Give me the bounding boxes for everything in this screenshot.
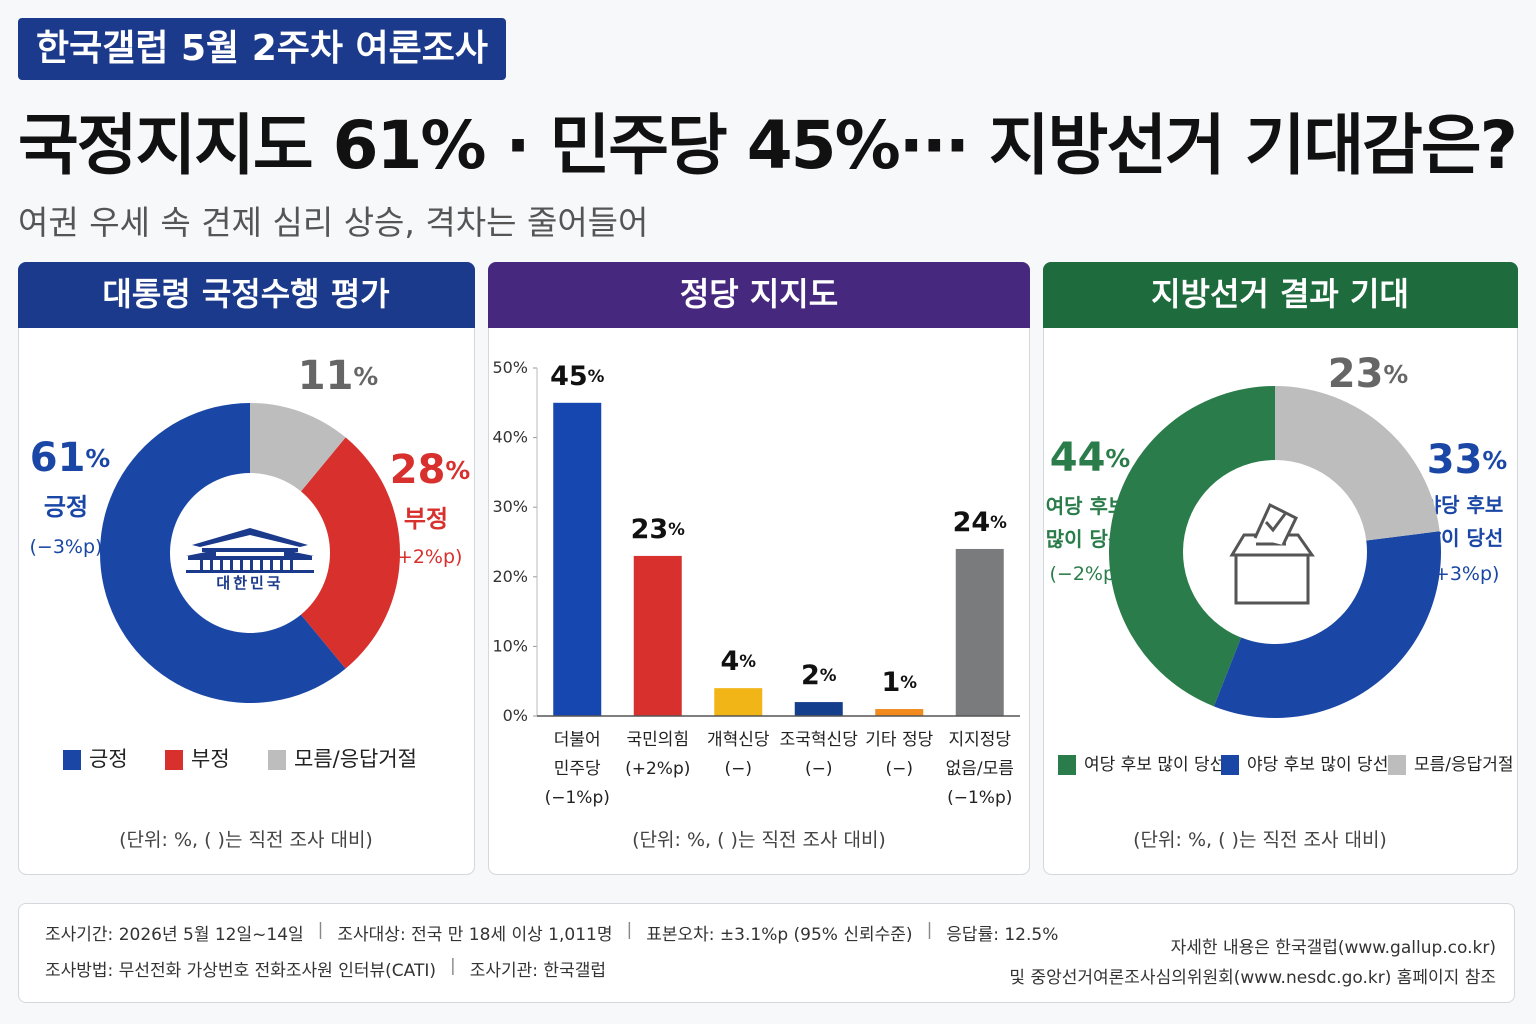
panel-title: 대통령 국정수행 평가 <box>102 275 389 313</box>
footer-source: 및 중앙선거여론조사심의위원회(www.nesdc.go.kr) 홈페이지 참조 <box>1009 968 1496 988</box>
legend-swatch <box>1388 755 1406 775</box>
bar <box>633 555 682 716</box>
y-tick-label: 20% <box>492 566 528 585</box>
emblem-label: 대한민국 <box>216 574 283 592</box>
change-label: (+3%p) <box>1427 563 1500 585</box>
footer-item: 조사방법: 무선전화 가상번호 전화조사원 인터뷰(CATI) <box>45 961 436 981</box>
y-tick-label: 40% <box>492 427 528 446</box>
emblem <box>186 528 314 573</box>
footer-item: 표본오차: ±3.1%p (95% 신뢰수준) <box>646 925 913 945</box>
change-label: (−1%p) <box>545 788 610 808</box>
bar <box>955 548 1004 716</box>
change-label: (−3%p) <box>30 536 103 558</box>
y-tick-label: 50% <box>492 358 528 377</box>
panel-header <box>18 262 475 328</box>
legend-label: 긍정 <box>89 747 128 771</box>
x-tick-label: 조국혁신당 <box>780 730 859 750</box>
panel <box>18 262 475 875</box>
panel-title: 정당 지지도 <box>680 275 838 313</box>
legend-label: 여당 후보 많이 당선 <box>1084 755 1225 775</box>
slice-label: 긍정 <box>44 493 88 521</box>
value-label: 24% <box>953 506 1008 537</box>
value-label: 4% <box>720 646 756 677</box>
value-label: 1% <box>881 667 917 698</box>
legend-swatch <box>63 750 81 770</box>
change-label: (−) <box>805 759 833 779</box>
value-label: 44% <box>1050 435 1131 481</box>
panel-header <box>488 262 1030 328</box>
slice-label: 부정 <box>404 505 448 533</box>
legend-swatch <box>165 750 183 770</box>
footer-item: 조사기관: 한국갤럽 <box>469 961 606 981</box>
value-label: 33% <box>1427 437 1508 483</box>
donut-slice <box>1109 386 1275 707</box>
footer-item: 조사대상: 전국 만 18세 이상 1,011명 <box>337 925 613 945</box>
value-label: 61% <box>30 435 111 481</box>
unit-note: (단위: %, ( )는 직전 조사 대비) <box>632 829 886 851</box>
footer-source: 자세한 내용은 한국갤럽(www.gallup.co.kr) <box>1170 938 1496 958</box>
x-tick-label: 개혁신당 <box>707 730 770 750</box>
change-label: (+2%p) <box>625 759 690 779</box>
donut-slice <box>100 403 346 703</box>
panel-title: 지방선거 결과 기대 <box>1151 275 1409 313</box>
legend-swatch <box>268 750 286 770</box>
change-label: (−2%p) <box>1050 563 1123 585</box>
donut-slice <box>250 403 346 492</box>
bar <box>714 688 763 716</box>
bar <box>875 709 924 716</box>
unit-note: (단위: %, ( )는 직전 조사 대비) <box>119 829 373 851</box>
change-label: (−) <box>724 759 752 779</box>
footer-item: 응답률: 12.5% <box>946 925 1059 945</box>
footer: 조사기간: 2026년 5월 12일~14일 | 조사대상: 전국 만 18세 이… <box>18 903 1515 1003</box>
subtitle: 여권 우세 속 견제 심리 상승, 격차는 줄어들어 <box>18 203 649 242</box>
x-tick-label: 국민의힘 <box>626 730 689 750</box>
ballot-icon <box>1229 502 1315 605</box>
y-tick-label: 30% <box>492 497 528 516</box>
unit-note: (단위: %, ( )는 직전 조사 대비) <box>1133 829 1387 851</box>
value-label: 11% <box>298 353 379 399</box>
header-badge: 한국갤럽 5월 2주차 여론조사 <box>18 18 507 80</box>
headline: 국정지지도 61% · 민주당 45%··· 지방선거 기대감은? <box>18 107 1518 184</box>
value-label: 2% <box>801 660 837 691</box>
x-tick-label: 지지정당 없음/모름 <box>946 730 1014 779</box>
donut-slice <box>300 437 400 669</box>
footer-row: 조사방법: 무선전화 가상번호 전화조사원 인터뷰(CATI) | 조사기관: 한… <box>45 956 606 981</box>
legend-label: 야당 후보 많이 당선 <box>1247 755 1388 775</box>
change-label: (−1%p) <box>947 788 1012 808</box>
x-tick-label: 더불어 민주당 <box>554 730 601 779</box>
footer-row: 조사기간: 2026년 5월 12일~14일 | 조사대상: 전국 만 18세 이… <box>45 920 1059 945</box>
value-label: 23% <box>631 513 686 544</box>
legend-label: 모름/응답거절 <box>294 747 417 771</box>
legend-swatch <box>1221 755 1239 775</box>
donut-slice <box>1275 386 1440 541</box>
legend-swatch <box>1058 755 1076 775</box>
value-label: 28% <box>390 447 471 493</box>
value-label: 23% <box>1328 351 1409 397</box>
charts: 대통령 국정수행 평가 정당 지지도 지방선거 결과 기대 61% 긍정 (−3%p… <box>18 262 1518 875</box>
change-label: (−) <box>885 759 913 779</box>
y-tick-label: 10% <box>492 636 528 655</box>
change-label: (+2%p) <box>390 546 463 568</box>
bar <box>553 402 602 716</box>
slice-label: 여당 후보 많이 당선 <box>1046 494 1127 551</box>
legend-label: 모름/응답거절 <box>1414 755 1514 775</box>
value-label: 45% <box>550 360 605 391</box>
y-tick-label: 0% <box>503 706 528 725</box>
x-tick-label: 기타 정당 <box>865 730 933 750</box>
bar <box>794 702 843 716</box>
legend-label: 부정 <box>191 747 230 771</box>
donut-slice <box>1213 531 1441 718</box>
footer-item: 조사기간: 2026년 5월 12일~14일 <box>45 925 304 945</box>
panel-header <box>1043 262 1518 328</box>
